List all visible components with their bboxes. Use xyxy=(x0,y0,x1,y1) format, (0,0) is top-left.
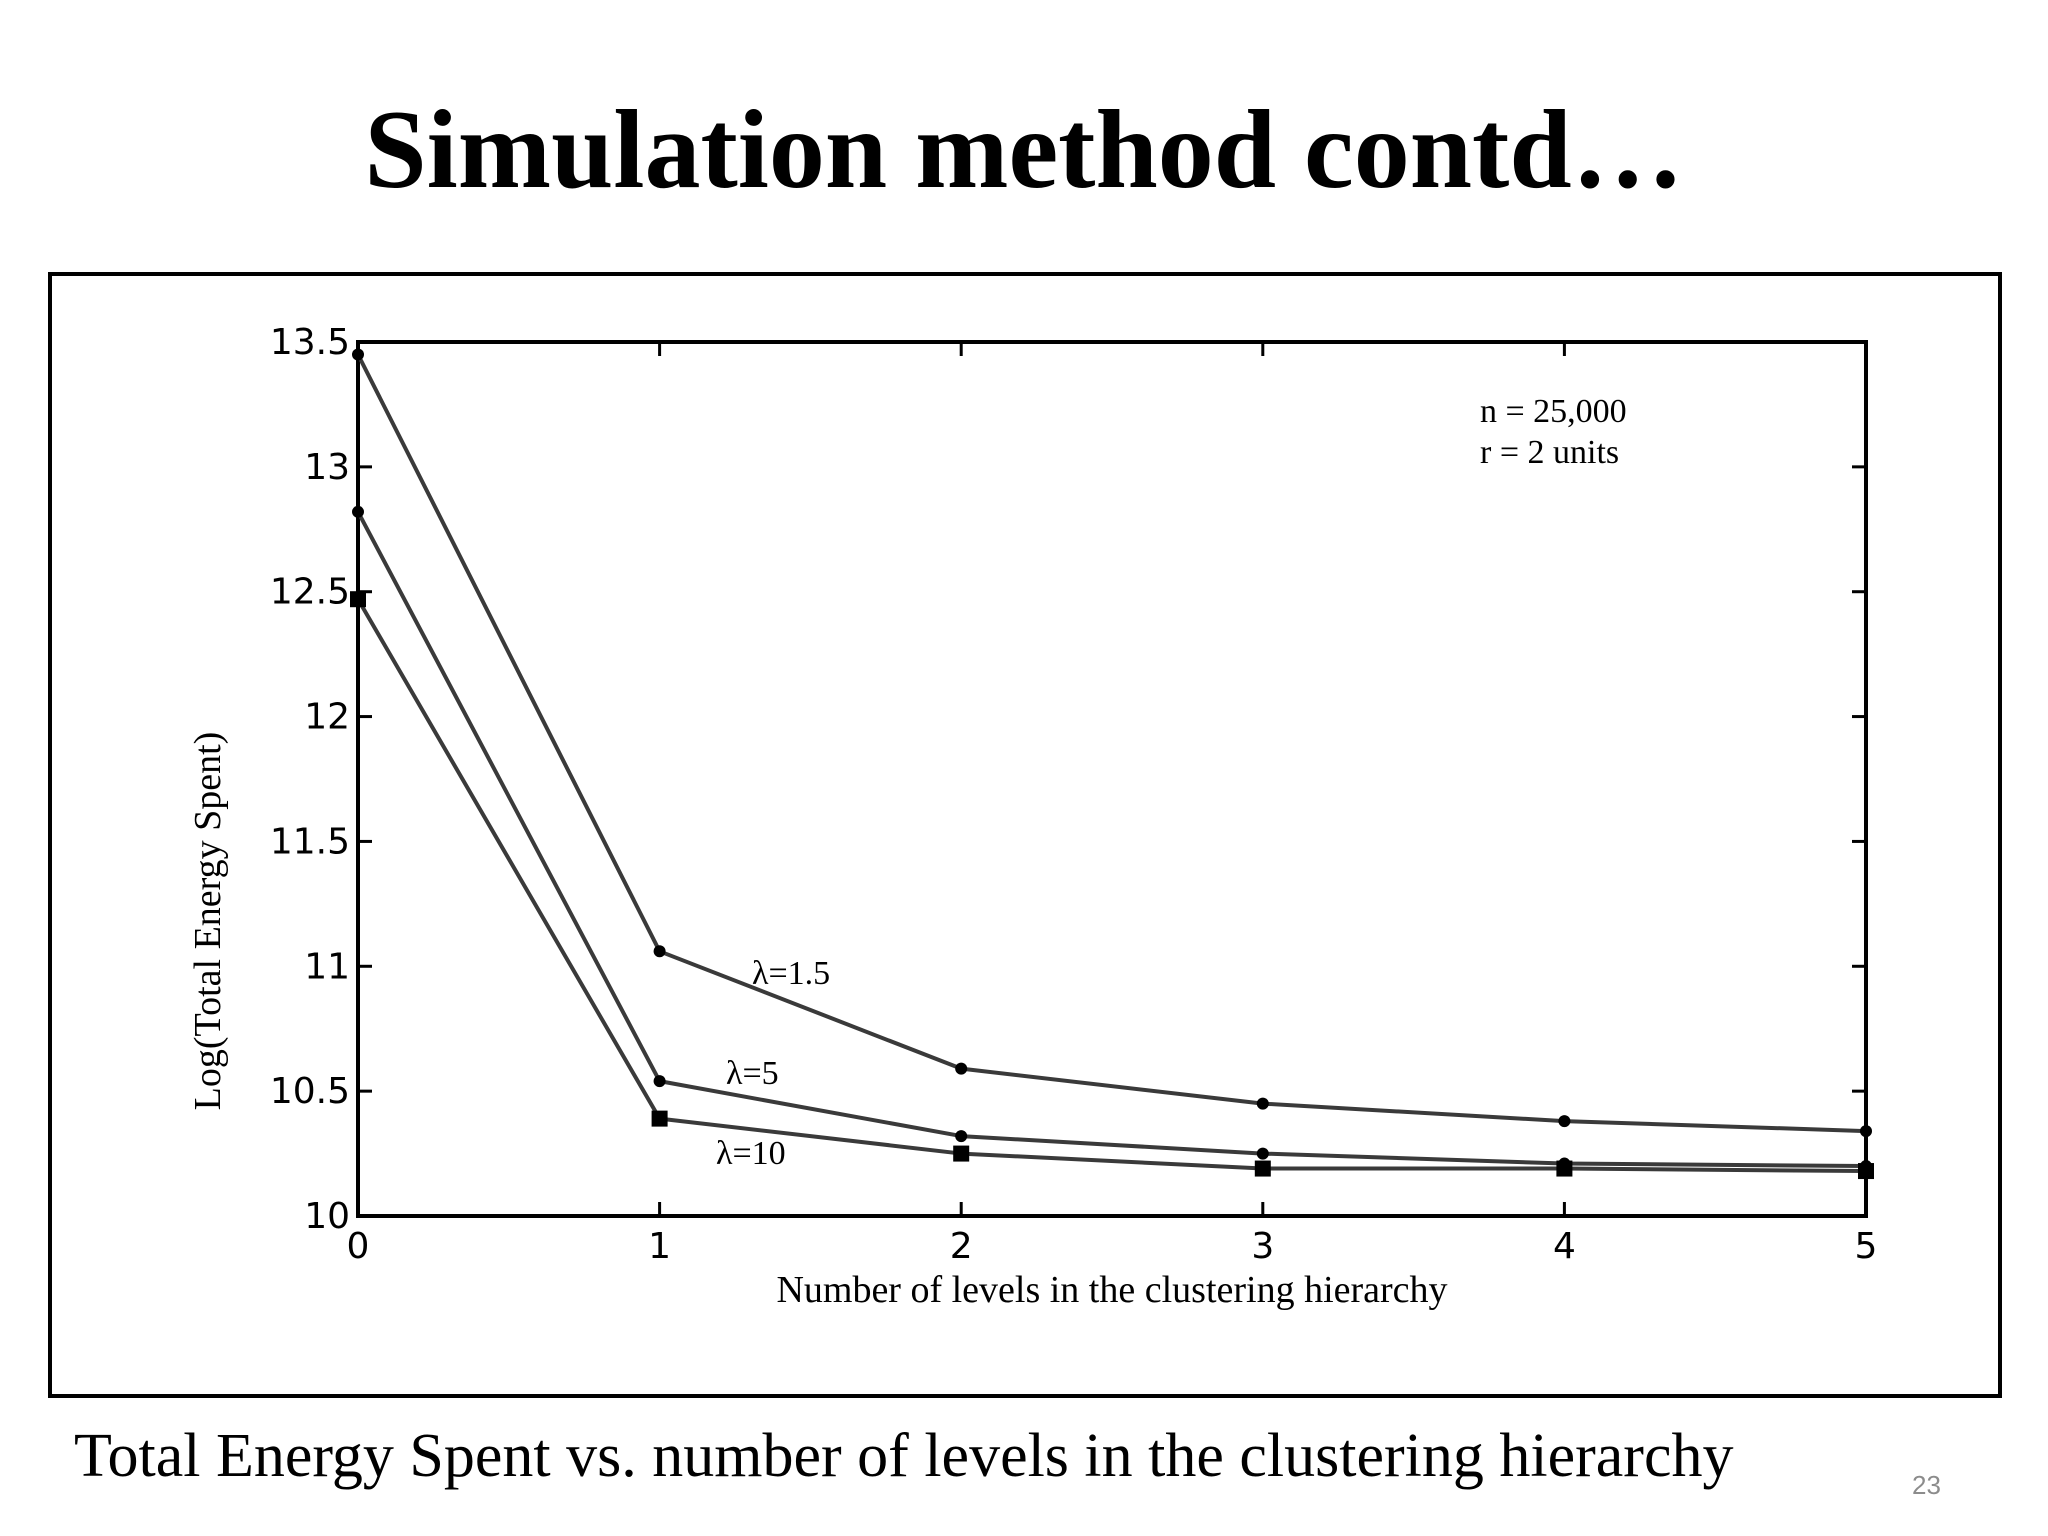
plot-area-frame xyxy=(356,340,1868,1218)
x-tick-label: 4 xyxy=(1553,1226,1576,1267)
data-point xyxy=(653,945,666,958)
annotation-r: r = 2 units xyxy=(1480,434,1619,471)
data-point xyxy=(653,1075,666,1088)
x-tick-label: 0 xyxy=(347,1226,370,1267)
x-tick-label: 1 xyxy=(648,1226,671,1267)
y-axis-label: Log(Total Energy Spent) xyxy=(187,732,229,1111)
y-tick-label: 12 xyxy=(304,697,350,738)
series-line-1 xyxy=(356,510,1867,1169)
data-point xyxy=(350,591,366,608)
x-tick-label: 5 xyxy=(1855,1226,1878,1267)
y-tick-label: 10.5 xyxy=(270,1071,350,1112)
y-tick-label: 10 xyxy=(304,1196,350,1237)
y-tick-label: 13.5 xyxy=(270,322,350,363)
data-point xyxy=(1256,1097,1269,1110)
series-label-lambda-5: λ=5 xyxy=(726,1055,779,1092)
data-point xyxy=(1556,1160,1573,1177)
y-tick-label: 11 xyxy=(304,946,350,987)
data-point xyxy=(1860,1125,1872,1138)
figure-caption: Total Energy Spent vs. number of levels … xyxy=(74,1422,1734,1490)
x-tick-label: 3 xyxy=(1251,1226,1274,1267)
data-point xyxy=(953,1145,970,1162)
series-label-lambda-1-5: λ=1.5 xyxy=(752,955,830,992)
data-point xyxy=(1858,1163,1874,1180)
y-tick-label: 13 xyxy=(304,447,350,488)
data-point xyxy=(651,1110,668,1127)
data-point xyxy=(352,505,364,518)
data-point xyxy=(1558,1115,1571,1128)
x-axis-label: Number of levels in the clustering hiera… xyxy=(776,1269,1447,1311)
y-tick-label: 11.5 xyxy=(270,821,350,862)
y-tick-label: 12.5 xyxy=(270,572,350,613)
slide-title: Simulation method contd… xyxy=(364,88,1684,212)
slide-number: 23 xyxy=(1912,1470,1941,1500)
series-label-lambda-10: λ=10 xyxy=(716,1135,786,1172)
data-point xyxy=(1254,1160,1271,1177)
annotation-n: n = 25,000 xyxy=(1480,393,1627,430)
series-line-0 xyxy=(356,353,1867,1134)
figure-frame: 0 1 2 3 4 5 10 10.5 11 11.5 12 12.5 13 13.5 Log(Total… xyxy=(48,272,2002,1398)
x-tick-label: 2 xyxy=(950,1226,973,1267)
data-point xyxy=(352,348,364,361)
data-point xyxy=(955,1130,968,1143)
data-point xyxy=(955,1062,968,1075)
data-point xyxy=(1256,1147,1269,1160)
series-line-2 xyxy=(356,598,1867,1174)
